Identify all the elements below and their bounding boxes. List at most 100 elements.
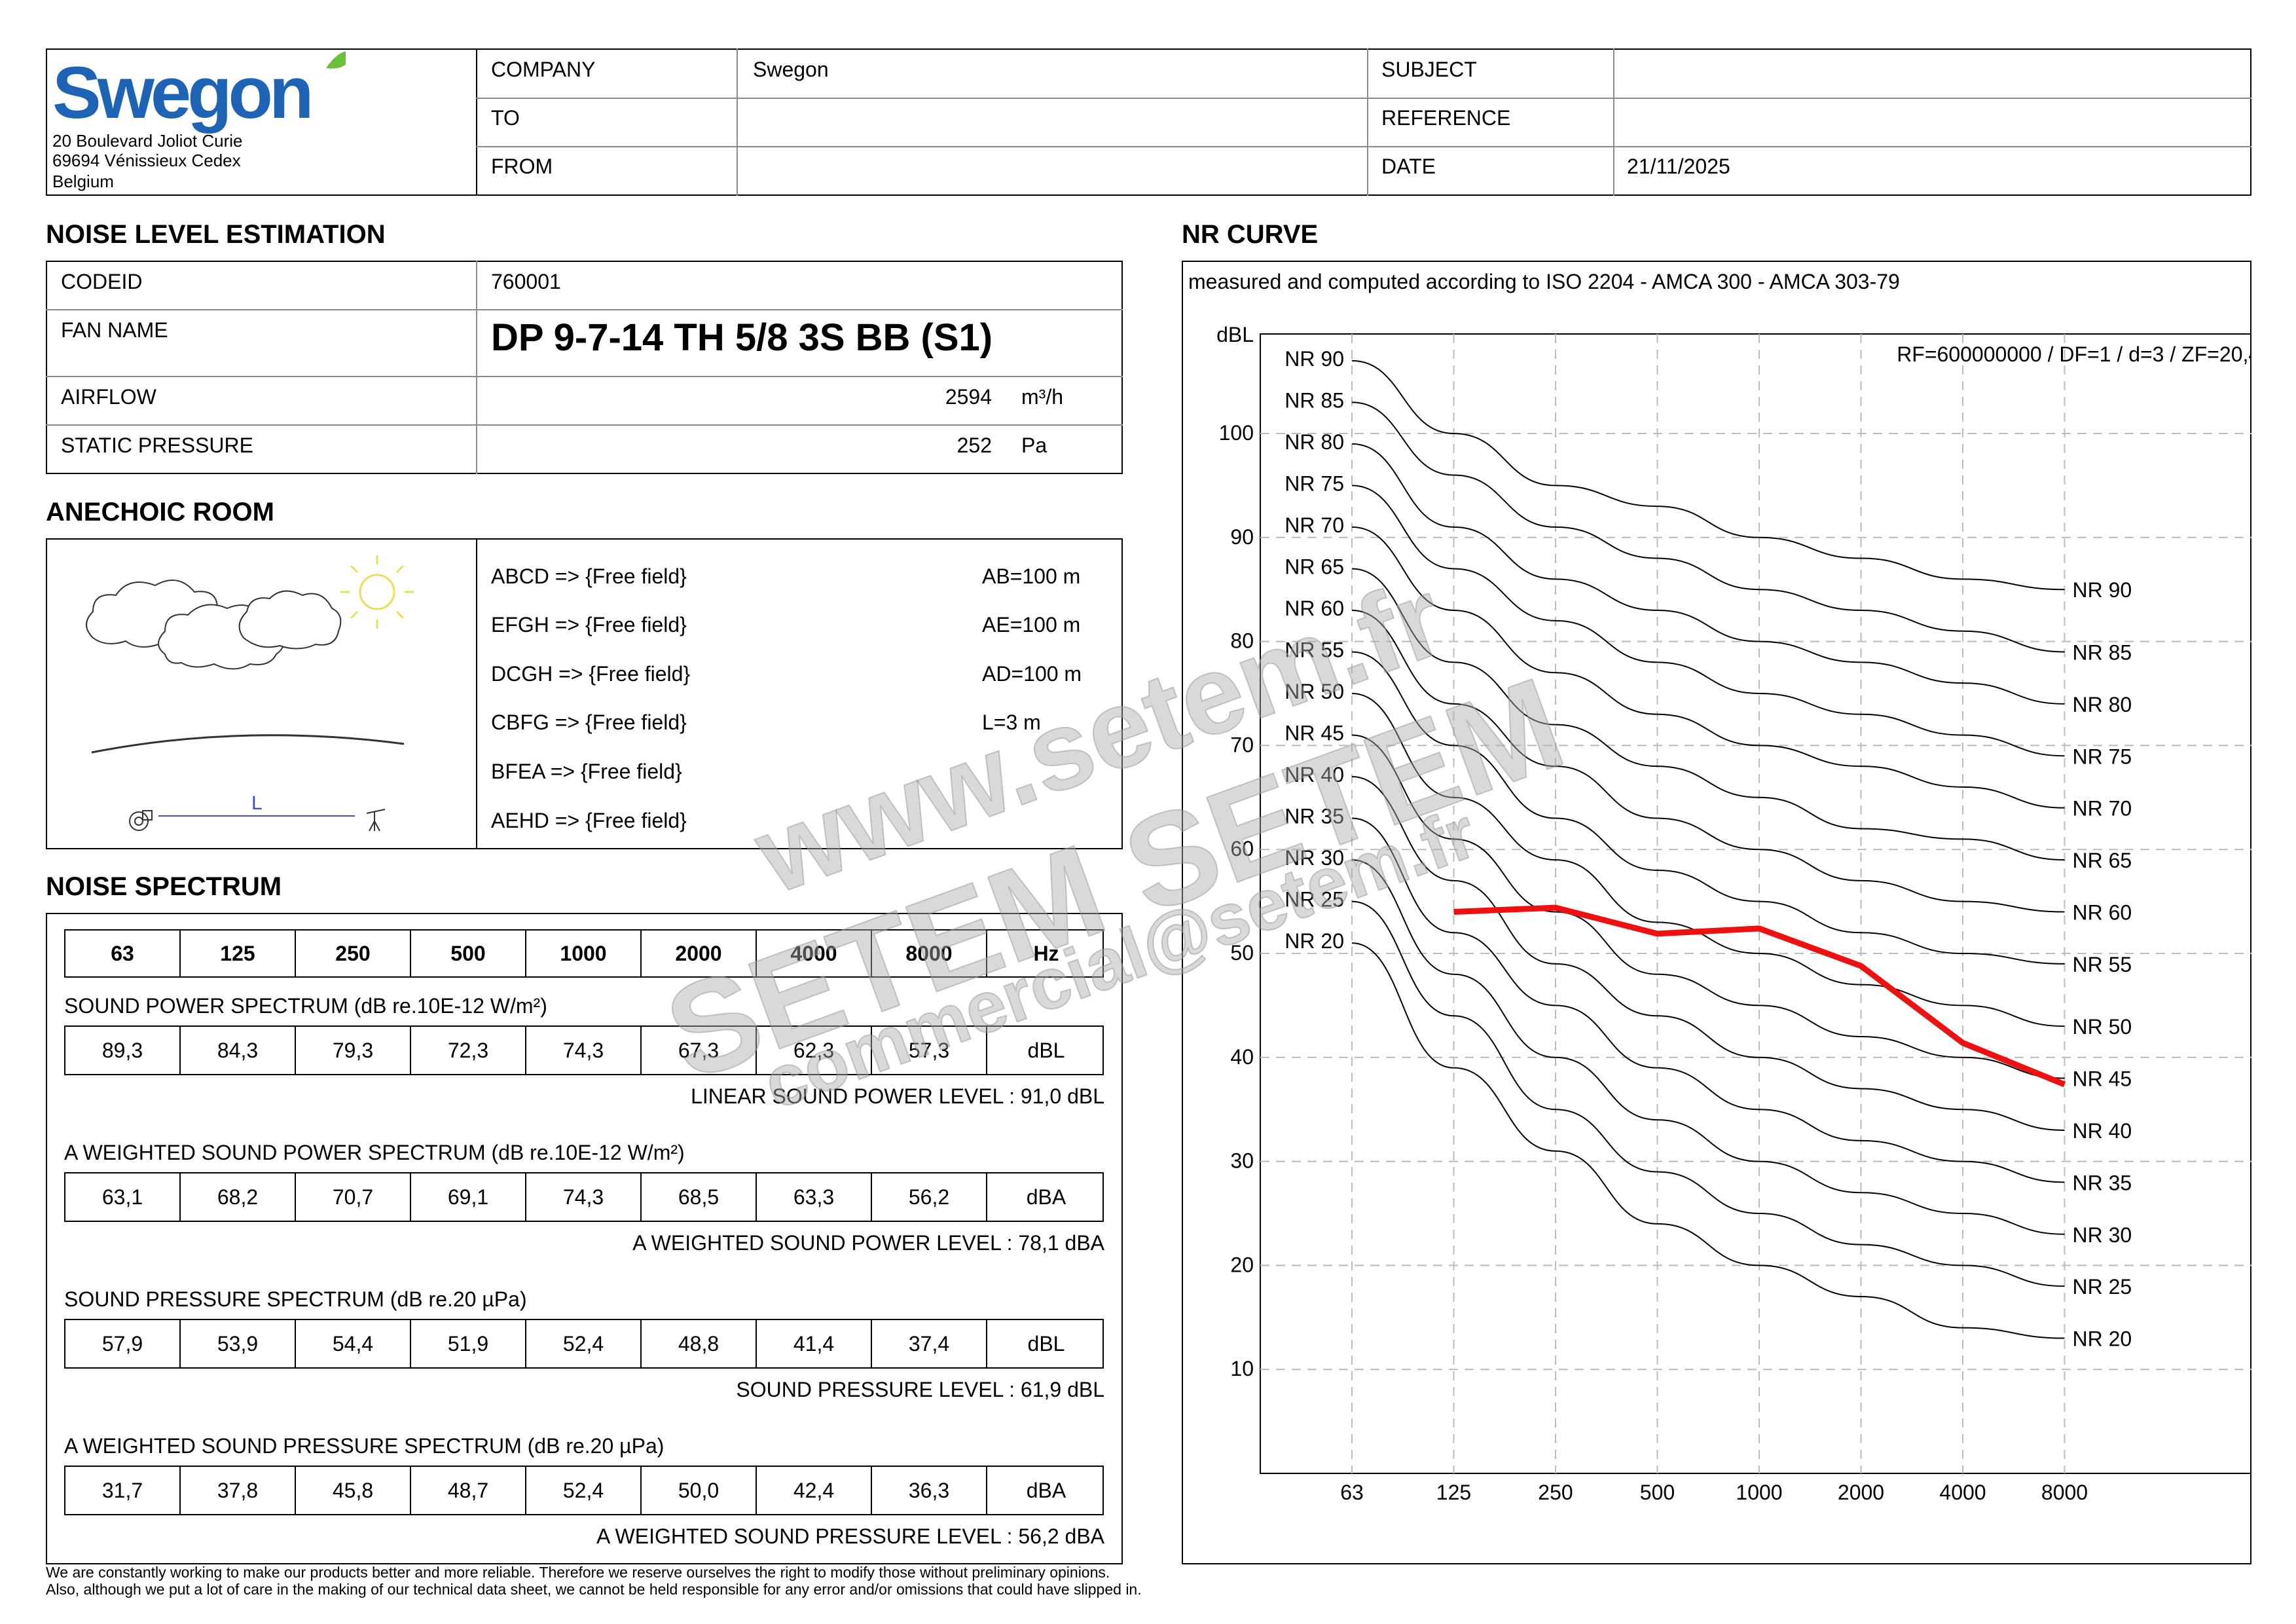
- sound-power-row: 89,3 84,3 79,3 72,3 74,3 67,3 62,3 57,3 …: [64, 1025, 1104, 1075]
- nr-curve-box: [1182, 261, 2251, 1564]
- nr-curve-line: [1351, 485, 2065, 757]
- value-cell: 52,4: [526, 1467, 642, 1514]
- value-cell: 52,4: [526, 1320, 642, 1367]
- sun-icon: [340, 555, 414, 629]
- nr-curve-label-left: NR 90: [1285, 347, 1344, 371]
- ground-line: [91, 734, 405, 754]
- address-line-3: Belgium: [52, 172, 114, 191]
- logo-text: Swegon: [52, 52, 310, 134]
- value-cell: 63,1: [65, 1173, 181, 1221]
- nr-curve-line: [1351, 443, 2065, 705]
- anechoic-col-divider: [476, 538, 477, 849]
- band-cell: Hz: [1033, 941, 1059, 965]
- sound-power-title: SOUND POWER SPECTRUM (dB re.10E-12 W/m²): [64, 994, 547, 1018]
- value-cell: 37,4: [872, 1320, 987, 1367]
- value-cell: 41,4: [757, 1320, 872, 1367]
- noise-level-row-divider-1: [46, 309, 1123, 310]
- header-divider: [476, 48, 477, 196]
- noise-level-col-divider: [476, 261, 477, 474]
- nr-curve-line: [1351, 568, 2065, 861]
- nr-curve-label-right: NR 40: [2073, 1119, 2132, 1143]
- value-cell: 68,2: [181, 1173, 296, 1221]
- value-cell: 57,9: [65, 1320, 181, 1367]
- a-weighted-pressure-title: A WEIGHTED SOUND PRESSURE SPECTRUM (dB r…: [64, 1434, 665, 1458]
- noise-level-row-divider-3: [46, 424, 1123, 426]
- value-cell: 54,4: [296, 1320, 411, 1367]
- band-cell: 8000: [872, 931, 987, 976]
- chart-params: RF=600000000 / DF=1 / d=3 / ZF=20,40: [1897, 342, 2251, 366]
- value-cell: 31,7: [65, 1467, 181, 1514]
- value-cell: 53,9: [181, 1320, 296, 1367]
- unit-cell: dBL: [1027, 1038, 1065, 1062]
- airflow-unit: m³/h: [1021, 385, 1063, 409]
- nr-curve-label-left: NR 50: [1285, 680, 1344, 703]
- value-cell: 74,3: [526, 1173, 642, 1221]
- header-box: [46, 48, 2251, 196]
- noise-level-box: [46, 261, 1123, 474]
- date-value: 21/11/2025: [1627, 155, 1730, 178]
- unit-cell: dBA: [1026, 1478, 1066, 1502]
- x-tick-label: 2000: [1838, 1481, 1884, 1504]
- address-line-2: 69694 Vénissieux Cedex: [52, 151, 241, 170]
- y-tick-label: 60: [1230, 837, 1254, 860]
- field-bfea: BFEA => {Free field}: [491, 760, 682, 783]
- nr-curve-line: [1351, 693, 2065, 1027]
- nr-curve-line: [1351, 776, 2065, 1131]
- sound-pressure-row: 57,9 53,9 54,4 51,9 52,4 48,8 41,4 37,4 …: [64, 1319, 1104, 1369]
- nr-curve-line: [1351, 859, 2065, 1235]
- nr-curve-label-right: NR 60: [2073, 900, 2132, 924]
- static-pressure-label: STATIC PRESSURE: [61, 434, 253, 457]
- a-weighted-pressure-row: 31,7 37,8 45,8 48,7 52,4 50,0 42,4 36,3 …: [64, 1466, 1104, 1515]
- distance-label: L: [251, 792, 263, 814]
- nr-curve-subtitle: measured and computed according to ISO 2…: [1188, 270, 1900, 293]
- codeid-label: CODEID: [61, 270, 143, 293]
- swegon-logo: Swegon: [51, 42, 354, 143]
- nr-curve-label-left: NR 65: [1285, 555, 1344, 578]
- reference-label: REFERENCE: [1381, 106, 1511, 130]
- frequency-band-row: 63 125 250 500 1000 2000 4000 8000 Hz: [64, 929, 1104, 978]
- header-row-divider-1: [476, 98, 2251, 99]
- band-cell: 125: [181, 931, 296, 976]
- band-cell: 2000: [642, 931, 757, 976]
- company-value: Swegon: [753, 58, 829, 81]
- value-cell: 63,3: [757, 1173, 872, 1221]
- nr-curve-label-right: NR 25: [2073, 1275, 2132, 1299]
- noise-level-title: NOISE LEVEL ESTIMATION: [46, 220, 386, 249]
- band-cell: 500: [411, 931, 526, 976]
- fan-name-label: FAN NAME: [61, 318, 168, 342]
- nr-curve-label-left: NR 30: [1285, 846, 1344, 870]
- nr-curve-label-left: NR 80: [1285, 430, 1344, 454]
- nr-curve-line: [1351, 609, 2065, 913]
- x-tick-label: 1000: [1736, 1481, 1782, 1504]
- sound-pressure-title: SOUND PRESSURE SPECTRUM (dB re.20 µPa): [64, 1287, 527, 1311]
- static-pressure-value: 252: [957, 434, 992, 457]
- anechoic-box: [46, 538, 1123, 849]
- value-cell: 48,8: [642, 1320, 757, 1367]
- sound-pressure-level: SOUND PRESSURE LEVEL : 61,9 dBL: [736, 1378, 1104, 1401]
- nr-curve-line: [1351, 942, 2065, 1339]
- header-col-divider-3: [1613, 48, 1614, 196]
- value-cell: 57,3: [872, 1027, 987, 1074]
- nr-curve-label-right: NR 90: [2073, 578, 2132, 602]
- noise-level-row-divider-2: [46, 376, 1123, 377]
- to-label: TO: [491, 106, 520, 130]
- nr-curve-label-left: NR 85: [1285, 388, 1344, 412]
- leaf-icon: [326, 50, 354, 69]
- nr-curve-line: [1351, 817, 2065, 1183]
- header-col-divider-2: [1367, 48, 1368, 196]
- fan-name-value: DP 9-7-14 TH 5/8 3S BB (S1): [491, 316, 993, 359]
- nr-curve-line: [1351, 734, 2065, 1079]
- nr-curve-line: [1351, 526, 2065, 809]
- cloud-icon: [86, 580, 342, 670]
- nr-curve-label-right: NR 55: [2073, 953, 2132, 976]
- airflow-value: 2594: [945, 385, 992, 409]
- field-abcd: ABCD => {Free field}: [491, 564, 687, 588]
- nr-curve-chart: 63 125 250 500 1000 2000 4000 8000 10 20 30 40 50 60 7…: [1216, 323, 2251, 1504]
- y-tick-label: 80: [1230, 629, 1254, 653]
- value-cell: 84,3: [181, 1027, 296, 1074]
- nr-curve-line: [1351, 401, 2065, 653]
- nr-curve-label-left: NR 25: [1285, 888, 1344, 912]
- field-aehd: AEHD => {Free field}: [491, 809, 687, 832]
- band-cell: 250: [296, 931, 411, 976]
- x-tick-label: 250: [1538, 1481, 1573, 1504]
